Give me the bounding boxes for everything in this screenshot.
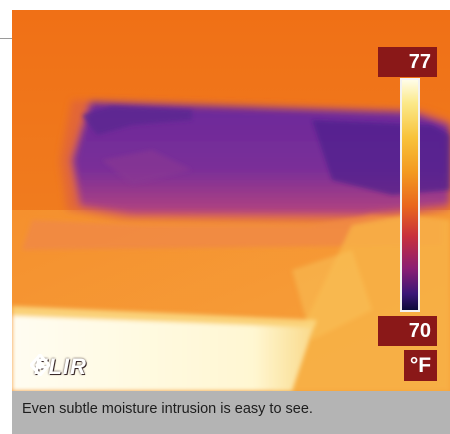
flir-logo: FLIR	[30, 354, 87, 380]
temperature-unit-label: °F	[404, 350, 437, 381]
temperature-min-label: 70	[378, 316, 437, 346]
temperature-max-label: 77	[378, 47, 437, 77]
thermal-scene-graphic	[12, 10, 450, 391]
flir-logo-icon	[30, 354, 50, 376]
image-caption: Even subtle moisture intrusion is easy t…	[12, 391, 450, 434]
thermal-image: FLIR	[12, 10, 450, 391]
temperature-color-scale	[400, 78, 420, 312]
divider	[0, 38, 13, 39]
